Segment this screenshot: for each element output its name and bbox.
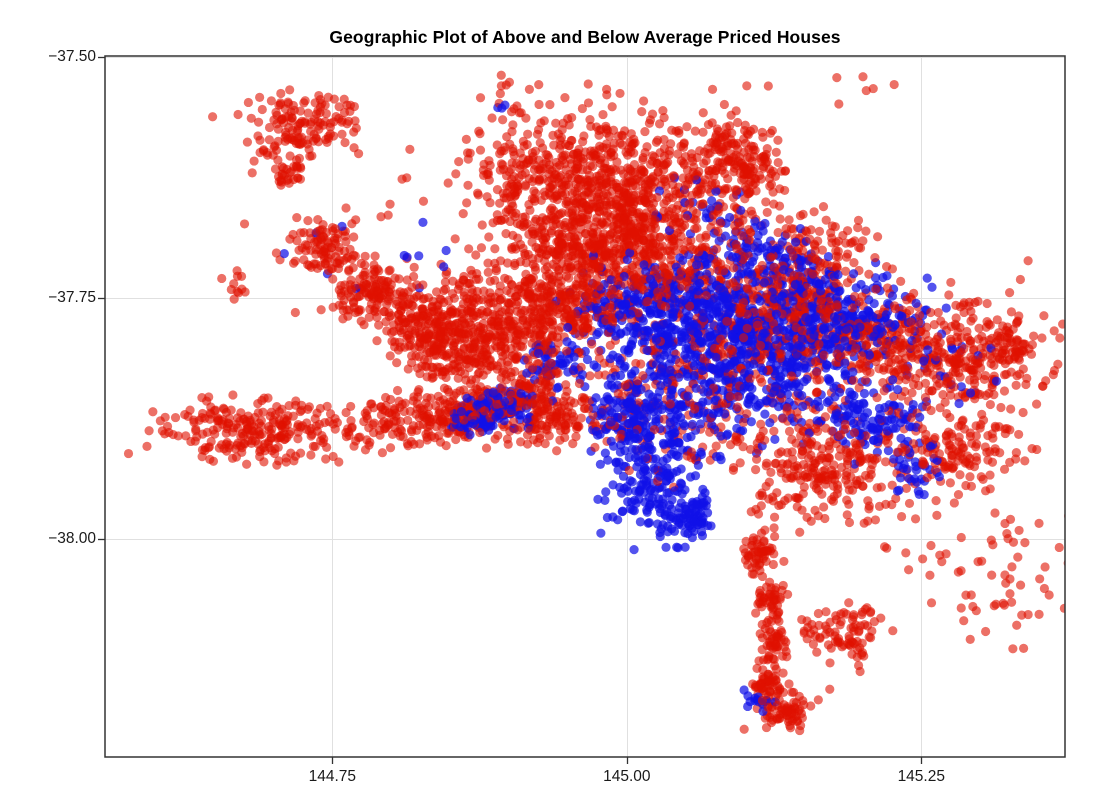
- y-tick-label: −37.75: [48, 289, 96, 307]
- chart-title: Geographic Plot of Above and Below Avera…: [329, 27, 841, 47]
- x-tick-label: 144.75: [308, 768, 357, 785]
- x-tick-label: 145.00: [603, 768, 651, 785]
- y-tick-label: −38.00: [48, 530, 96, 548]
- x-tick-label: 145.25: [897, 768, 945, 785]
- y-tick-label: −37.50: [48, 47, 96, 65]
